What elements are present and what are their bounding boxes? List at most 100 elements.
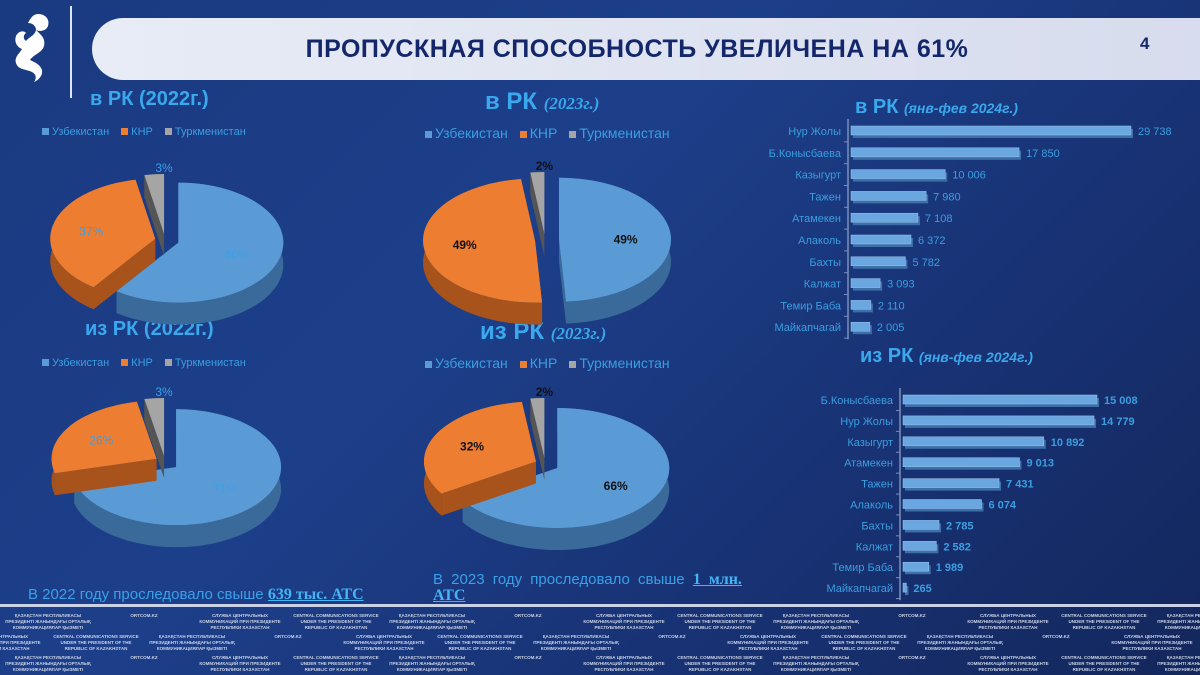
watermark-text: ҚАЗАҚСТАН РЕСПУБЛИКАСЫ ПРЕЗИДЕНТІ ЖАНЫНД… (1157, 655, 1200, 672)
watermark-text: ҚАЗАҚСТАН РЕСПУБЛИКАСЫ ПРЕЗИДЕНТІ ЖАНЫНД… (1157, 613, 1200, 630)
bar-1-title-sub: (янв-фев 2024г.) (903, 100, 1018, 116)
legend-label: Узбекистан (52, 126, 110, 138)
legend-uzbekistan: Узбекистан (425, 125, 508, 141)
legend-label: Узбекистан (435, 125, 508, 141)
pie-label-turkmenistan: 2% (536, 385, 554, 399)
bar-value-label: 15 008 (1104, 395, 1138, 407)
bar (850, 234, 912, 245)
watermark-text: ORTCOM.KZ (130, 613, 158, 618)
pie-slice-side (558, 239, 567, 324)
pie-label-uzbekistan: 71% (213, 482, 237, 496)
bar (902, 457, 1020, 467)
bar-value-label: 29 738 (1138, 126, 1172, 138)
watermark-text: CENTRAL COMMUNICATIONS SERVICE UNDER THE… (1061, 613, 1147, 630)
legend-knr: КНР (519, 355, 557, 371)
legend-label: Туркменистан (579, 355, 670, 371)
legend-swatch (425, 131, 432, 138)
bar-value-label: 6 372 (918, 235, 946, 247)
title-banner (92, 18, 1200, 80)
legend-label: Узбекистан (435, 355, 508, 371)
snow-leopard-logo (15, 14, 49, 82)
bar-value-label: 6 074 (989, 500, 1017, 512)
bar-category-label: Тажен (861, 479, 893, 491)
pie-4-legend: Узбекистан КНР Туркменистан (425, 355, 670, 371)
legend-label: Туркменистан (579, 125, 670, 141)
bar-category-label: Нур Жолы (788, 126, 841, 138)
bar-category-label: Майкапчагай (826, 583, 893, 595)
legend-swatch (164, 128, 172, 135)
bar-category-label: Атамекен (792, 213, 841, 225)
page-number: 4 (1140, 34, 1150, 53)
pie-slice-uzbekistan (462, 408, 670, 529)
bar-category-label: Темир Баба (832, 562, 893, 574)
bar (902, 499, 982, 509)
pie-slice-side (54, 458, 157, 496)
watermark-text: СЛУЖБА ЦЕНТРАЛЬНЫХ КОММУНИКАЦИЙ ПРИ ПРЕЗ… (1111, 634, 1193, 651)
bar-chart-2: Б.Конысбаева 15 008 Нур Жолы 14 779 Казыгурт… (821, 388, 1138, 601)
bar-value-label: 17 850 (1026, 148, 1060, 160)
pie-label-uzbekistan: 60% (225, 247, 249, 261)
footer-watermark: ҚАЗАҚСТАН РЕСПУБЛИКАСЫ ПРЕЗИДЕНТІ ЖАНЫНД… (0, 612, 1200, 675)
watermark-text: ҚАЗАҚСТАН РЕСПУБЛИКАСЫ ПРЕЗИДЕНТІ ЖАНЫНД… (773, 613, 859, 630)
pie-3-legend: Узбекистан КНР Туркменистан (42, 357, 246, 369)
legend-knr: КНР (121, 126, 153, 138)
bar-chart-1: Нур Жолы 29 738 Б.Конысбаева 17 850 Казыгурт… (769, 119, 1172, 340)
watermark-text: ORTCOM.KZ (514, 613, 542, 618)
watermark-text: СЛУЖБА ЦЕНТРАЛЬНЫХ КОММУНИКАЦИЙ ПРИ ПРЕЗ… (0, 634, 41, 651)
pie-slice-uzbekistan (74, 409, 282, 526)
watermark-text: ҚАЗАҚСТАН РЕСПУБЛИКАСЫ ПРЕЗИДЕНТІ ЖАНЫНД… (389, 655, 475, 672)
pie-1-title: в РК (2022г.) (90, 88, 209, 111)
pie-slice-rim (116, 182, 284, 325)
bar-category-label: Бахты (809, 257, 841, 269)
bar (850, 300, 872, 310)
bar-value-label: 2 582 (943, 541, 971, 553)
bar-1-title-main: в РК (855, 96, 899, 118)
note-2022-value[interactable]: 639 тыс. АТС (267, 586, 364, 603)
note-2023-text: В 2023 году проследовало свыше (433, 571, 693, 588)
pie-2-title: в РК (2023г.) (485, 88, 599, 116)
watermark-text: ORTCOM.KZ (130, 655, 158, 660)
pie-slice-turkmenistan (144, 174, 165, 235)
legend-turkmenistan: Туркменистан (164, 357, 246, 369)
bar-category-label: Казыгурт (847, 437, 893, 449)
watermark-text: СЛУЖБА ЦЕНТРАЛЬНЫХ КОММУНИКАЦИЙ ПРИ ПРЕЗ… (967, 613, 1049, 630)
bar-2-title-main: из РК (860, 345, 914, 367)
bar (902, 394, 1098, 405)
pie-label-knr: 49% (453, 238, 477, 252)
bar-shadow (905, 586, 909, 596)
pie-label-uzbekistan: 66% (604, 479, 628, 493)
pie-label-turkmenistan: 2% (536, 159, 554, 173)
legend-swatch (164, 359, 172, 366)
bar-category-label: Алаколь (798, 235, 841, 247)
bar-value-label: 10 006 (952, 170, 986, 182)
bar-category-label: Калжат (804, 279, 841, 291)
bar (902, 541, 937, 551)
pie-slice-turkmenistan (530, 398, 545, 459)
note-2023-value[interactable]: 1 млн. АТС (433, 571, 742, 604)
watermark-text: ҚАЗАҚСТАН РЕСПУБЛИКАСЫ ПРЕЗИДЕНТІ ЖАНЫНД… (5, 655, 91, 672)
pie-label-uzbekistan: 49% (614, 233, 638, 247)
watermark-text: СЛУЖБА ЦЕНТРАЛЬНЫХ КОММУНИКАЦИЙ ПРИ ПРЕЗ… (583, 655, 665, 672)
pie-1-title-main: в РК (90, 88, 134, 110)
pie-slice-knr (423, 179, 543, 303)
watermark-text: ҚАЗАҚСТАН РЕСПУБЛИКАСЫ ПРЕЗИДЕНТІ ЖАНЫНД… (149, 634, 235, 651)
watermark-text: СЛУЖБА ЦЕНТРАЛЬНЫХ КОММУНИКАЦИЙ ПРИ ПРЕЗ… (583, 613, 665, 630)
legend-swatch (425, 361, 432, 368)
pie-2-legend: Узбекистан КНР Туркменистан (425, 125, 670, 141)
legend-swatch (42, 359, 49, 366)
legend-label: Узбекистан (52, 357, 110, 369)
legend-swatch (42, 128, 49, 135)
bar (850, 256, 906, 267)
pie-label-turkmenistan: 3% (155, 161, 173, 175)
charts-canvas: 60% 37% 3% 49% 49% 2% 71% 26% 3% 66% 32% 2% Нур Жолы… (50, 119, 1172, 601)
watermark-text: ORTCOM.KZ (898, 655, 926, 660)
pie-2-title-main: в РК (485, 88, 538, 115)
legend-uzbekistan: Узбекистан (42, 357, 109, 369)
bar-category-label: Алаколь (850, 500, 893, 512)
pie-2-title-sub: (2023г.) (543, 94, 600, 113)
bar-value-label: 265 (913, 583, 931, 595)
bar-category-label: Казыгурт (795, 170, 841, 182)
watermark-text: СЛУЖБА ЦЕНТРАЛЬНЫХ КОММУНИКАЦИЙ ПРИ ПРЕЗ… (199, 655, 281, 672)
pie-1-title-sub: (2022г.) (138, 88, 209, 110)
watermark-text: CENTRAL COMMUNICATIONS SERVICE UNDER THE… (677, 655, 763, 672)
